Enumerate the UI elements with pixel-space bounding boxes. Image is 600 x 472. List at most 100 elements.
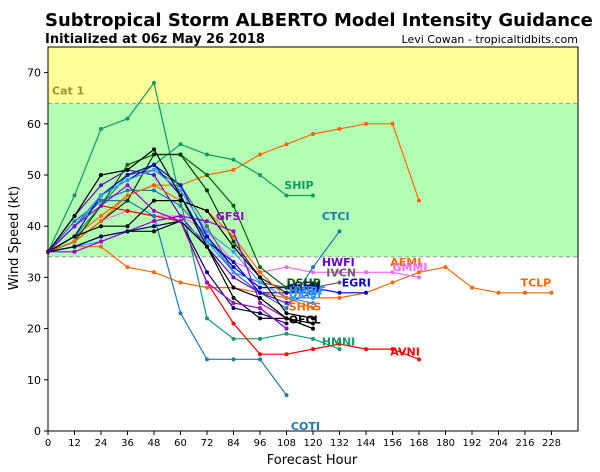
series-point-22-8: [258, 306, 262, 311]
series-label-nvgi: NVGI: [289, 282, 320, 295]
series-point-12-6: [205, 188, 209, 193]
series-point-3-12: [364, 270, 368, 275]
series-point-17-1: [72, 234, 77, 239]
series-point-20-6: [205, 244, 209, 249]
series-point-13-9: [284, 290, 289, 295]
series-point-12-7: [231, 239, 236, 244]
series-point-16-1: [72, 239, 77, 244]
threshold-label-1: Cat 1: [52, 84, 84, 97]
series-point-0-19: [549, 290, 554, 295]
series-point-4-9: [284, 301, 289, 305]
series-point-19-4: [152, 147, 156, 152]
series-point-22-5: [178, 219, 183, 224]
series-point-10-5: [178, 311, 183, 316]
y-tick-label-4: 40: [27, 220, 41, 233]
chart-credit: Levi Cowan - tropicaltidbits.com: [402, 33, 578, 46]
series-point-0-6: [205, 285, 209, 290]
series-point-18-8: [258, 301, 262, 305]
series-point-6-11: [337, 229, 342, 234]
x-tick-label-19: 228: [542, 438, 561, 449]
series-label-gfsi: GFSI: [216, 210, 245, 223]
series-label-gmmi: GMMI: [393, 261, 428, 274]
series-point-7-7: [231, 265, 236, 270]
series-label-tclp: TCLP: [521, 277, 552, 290]
series-point-16-8: [258, 270, 262, 275]
series-label-ofcl: OFCL: [289, 313, 321, 326]
series-point-17-8: [258, 275, 262, 280]
series-point-19-2: [99, 173, 103, 177]
series-point-22-2: [99, 203, 103, 208]
x-tick-label-3: 36: [121, 438, 134, 449]
series-point-22-1: [72, 224, 77, 229]
x-tick-label-18: 216: [515, 438, 534, 449]
series-point-15-10: [311, 301, 315, 305]
series-point-1-13: [390, 121, 395, 126]
series-point-8-1: [72, 193, 77, 198]
series-point-10-4: [152, 213, 156, 218]
x-tick-label-12: 144: [356, 438, 375, 449]
series-point-8-9: [284, 331, 289, 336]
series-point-9-14: [417, 357, 421, 362]
y-tick-label-6: 60: [27, 118, 41, 131]
series-point-3-14: [417, 275, 421, 280]
series-point-17-9: [284, 311, 289, 316]
series-point-22-3: [125, 183, 130, 188]
series-point-1-11: [337, 126, 342, 131]
series-point-7-12: [364, 290, 368, 295]
series-label-egri: EGRI: [342, 277, 371, 290]
series-point-4-4: [152, 173, 156, 177]
series-point-2-8: [258, 173, 262, 177]
series-point-6-4: [152, 188, 156, 193]
chart-title: Subtropical Storm ALBERTO Model Intensit…: [45, 10, 593, 31]
series-layer: [46, 80, 554, 398]
series-point-0-14: [417, 270, 421, 275]
series-point-19-3: [125, 167, 130, 172]
series-point-4-2: [99, 183, 103, 188]
series-point-0-13: [390, 280, 395, 285]
series-point-2-10: [311, 193, 315, 198]
series-point-0-15: [443, 265, 448, 270]
series-point-11-3: [125, 162, 130, 167]
series-point-9-13: [390, 347, 395, 352]
y-axis-label: Wind Speed (kt): [7, 186, 22, 290]
series-point-22-6: [205, 280, 209, 285]
series-point-2-7: [231, 157, 236, 162]
series-point-8-11: [337, 347, 342, 352]
series-point-14-2: [99, 193, 103, 198]
series-point-16-9: [284, 295, 289, 300]
series-point-8-4: [152, 80, 156, 85]
series-point-9-11: [337, 341, 342, 346]
series-line-21: [47, 220, 287, 325]
series-point-2-5: [178, 142, 183, 147]
series-point-19-10: [311, 321, 315, 326]
series-point-1-14: [417, 198, 421, 203]
series-point-11-6: [205, 173, 209, 177]
x-tick-label-5: 60: [174, 438, 187, 449]
series-label-hmni: HMNI: [322, 335, 355, 348]
series-label-ukmi: UKMI: [289, 288, 322, 301]
series-point-0-3: [125, 265, 130, 270]
series-label-lgem: LGEM: [287, 280, 322, 293]
series-point-10-9: [284, 393, 289, 398]
series-point-1-9: [284, 142, 289, 147]
series-point-13-8: [258, 290, 262, 295]
series-point-13-7: [231, 260, 236, 265]
x-tick-label-13: 156: [383, 438, 402, 449]
series-point-18-2: [99, 239, 103, 244]
series-label-hwrf: HWRF: [289, 285, 326, 298]
series-point-11-8: [258, 265, 262, 270]
series-point-21-7: [231, 306, 236, 311]
y-tick-label-7: 70: [27, 67, 41, 80]
series-point-3-10: [311, 270, 315, 275]
series-point-18-1: [72, 249, 77, 254]
chart-subtitle: Initialized at 06z May 26 2018: [45, 32, 265, 47]
series-label-aemi: AEMI: [390, 256, 421, 269]
series-point-9-3: [125, 208, 130, 213]
series-point-19-8: [258, 295, 262, 300]
series-point-7-8: [258, 285, 262, 290]
y-tick-label-0: 0: [34, 425, 41, 438]
series-point-2-6: [205, 152, 209, 157]
series-label-avni: AVNI: [390, 346, 420, 359]
series-point-21-2: [99, 234, 103, 239]
